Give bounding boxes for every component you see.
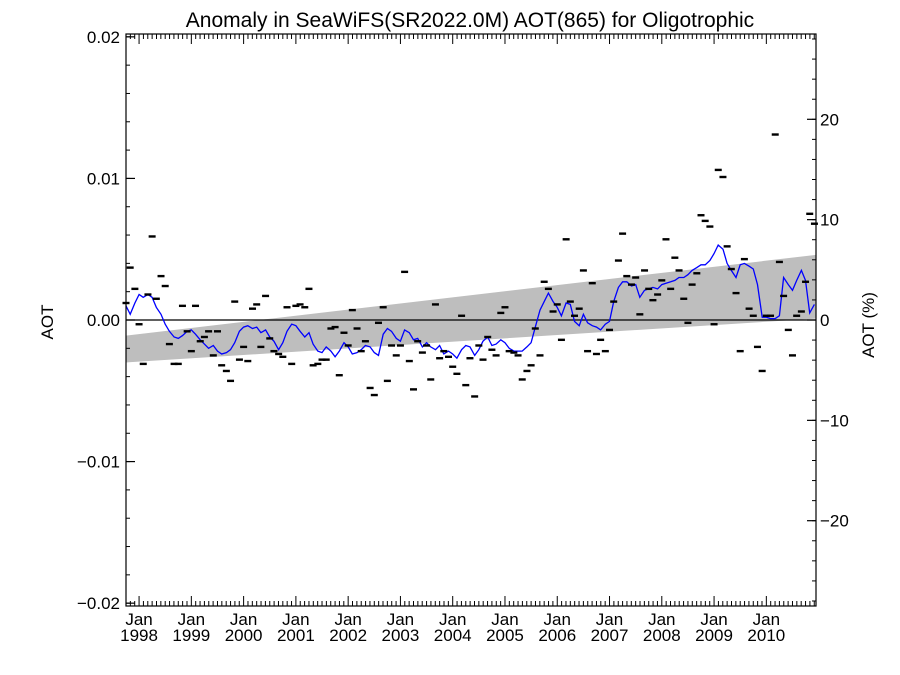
y-tick-label: −0.01 bbox=[77, 453, 120, 472]
trend-band bbox=[126, 254, 816, 363]
y-tick-label: −0.02 bbox=[77, 594, 120, 613]
y-right-tick-label: 20 bbox=[820, 110, 839, 129]
y-tick-label: 0.00 bbox=[87, 311, 120, 330]
x-tick-year-label: 2006 bbox=[538, 626, 576, 645]
smoothed-anomaly-line bbox=[125, 243, 815, 360]
x-tick-month-label: Jan bbox=[334, 610, 361, 629]
x-tick-year-label: 2003 bbox=[382, 626, 420, 645]
y-right-tick-label: 10 bbox=[820, 211, 839, 230]
y-tick-label: 0.01 bbox=[87, 169, 120, 188]
trend-band-layer bbox=[126, 254, 816, 363]
y-tick-label: 0.02 bbox=[87, 28, 120, 47]
y-axis-label: AOT bbox=[38, 305, 57, 340]
x-tick-month-label: Jan bbox=[544, 610, 571, 629]
anomaly-marks-layer bbox=[122, 133, 818, 398]
x-tick-month-label: Jan bbox=[491, 610, 518, 629]
x-tick-year-label: 2002 bbox=[329, 626, 367, 645]
x-tick-year-label: 1999 bbox=[172, 626, 210, 645]
axes-layer: 0.020.010.00−0.01−0.0220100−10−20Jan1998… bbox=[77, 28, 849, 645]
x-tick-month-label: Jan bbox=[596, 610, 623, 629]
x-tick-year-label: 2007 bbox=[591, 626, 629, 645]
y-axis-right-label: AOT (%) bbox=[859, 292, 878, 358]
x-tick-year-label: 2008 bbox=[643, 626, 681, 645]
y-right-tick-label: 0 bbox=[820, 311, 829, 330]
x-tick-month-label: Jan bbox=[230, 610, 257, 629]
x-tick-month-label: Jan bbox=[387, 610, 414, 629]
x-tick-year-label: 2004 bbox=[434, 626, 472, 645]
smoothed-line-layer bbox=[125, 243, 815, 360]
y-right-tick-label: −10 bbox=[820, 411, 849, 430]
x-tick-month-label: Jan bbox=[753, 610, 780, 629]
x-tick-year-label: 2009 bbox=[695, 626, 733, 645]
x-tick-month-label: Jan bbox=[178, 610, 205, 629]
x-tick-month-label: Jan bbox=[439, 610, 466, 629]
x-tick-month-label: Jan bbox=[125, 610, 152, 629]
x-tick-year-label: 2005 bbox=[486, 626, 524, 645]
x-tick-month-label: Jan bbox=[700, 610, 727, 629]
x-tick-year-label: 2001 bbox=[277, 626, 315, 645]
x-tick-year-label: 2010 bbox=[747, 626, 785, 645]
chart-title: Anomaly in SeaWiFS(SR2022.0M) AOT(865) f… bbox=[186, 9, 754, 32]
x-tick-year-label: 1998 bbox=[120, 626, 158, 645]
x-tick-year-label: 2000 bbox=[225, 626, 263, 645]
y-right-tick-label: −20 bbox=[820, 512, 849, 531]
x-tick-month-label: Jan bbox=[282, 610, 309, 629]
x-tick-month-label: Jan bbox=[648, 610, 675, 629]
